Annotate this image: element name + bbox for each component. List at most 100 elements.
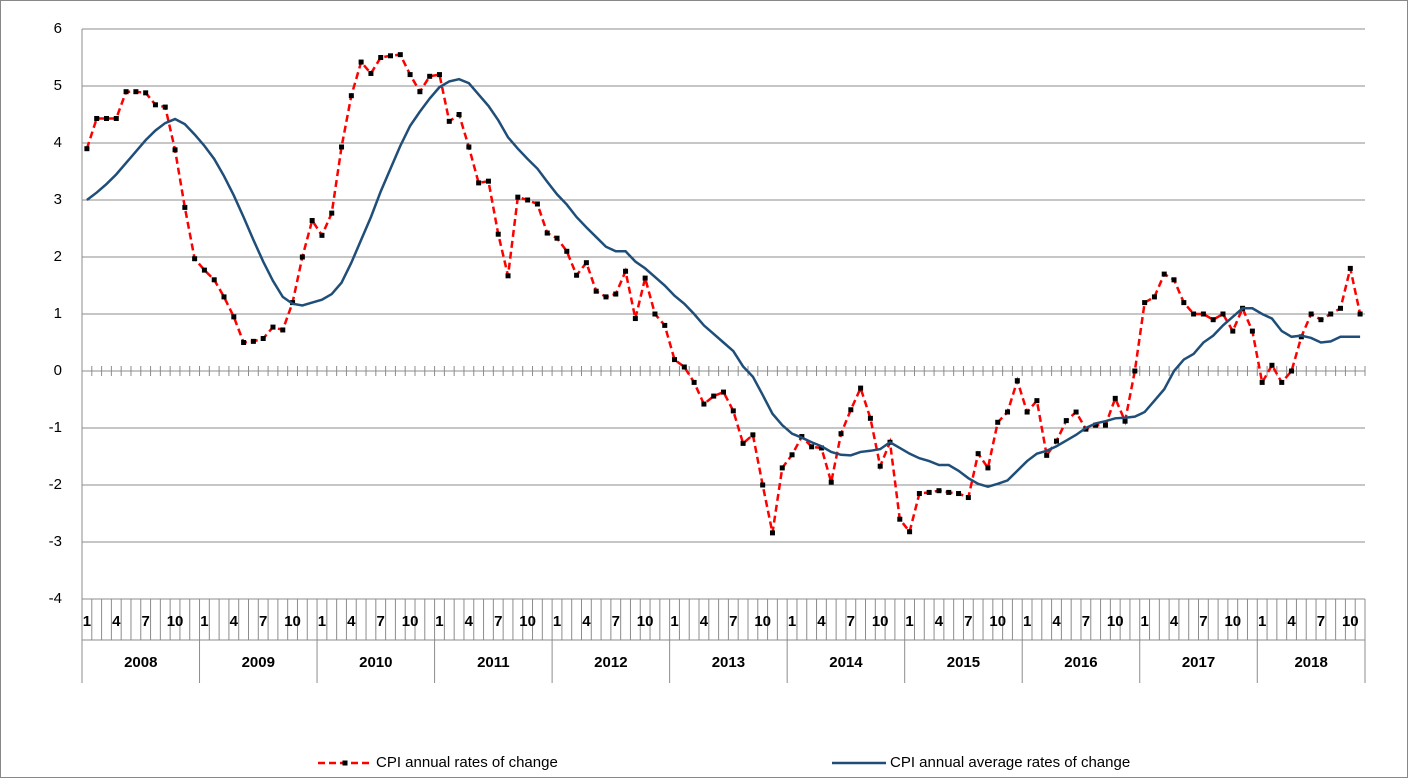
data-point [201, 267, 207, 273]
year-label: 2014 [829, 654, 863, 671]
data-point [662, 322, 668, 328]
x-tick-label: 4 [230, 613, 239, 630]
x-tick-label: 1 [1140, 613, 1148, 630]
year-label: 2011 [477, 654, 510, 671]
data-point [1328, 311, 1334, 317]
x-tick-label: 1 [200, 613, 208, 630]
y-tick-label: 3 [54, 191, 62, 208]
x-tick-label: 1 [670, 613, 678, 630]
x-tick-label: 10 [1224, 613, 1241, 630]
data-point [593, 288, 599, 294]
data-point [1024, 409, 1030, 415]
x-tick-label: 4 [1052, 613, 1061, 630]
x-tick-label: 4 [347, 613, 356, 630]
year-label: 2012 [594, 654, 627, 671]
data-point [1034, 398, 1040, 404]
data-point [84, 146, 90, 152]
data-point [681, 364, 687, 370]
data-point [848, 407, 854, 413]
y-tick-label: 2 [54, 248, 62, 265]
data-point [241, 340, 247, 345]
data-point [838, 431, 844, 437]
data-point [818, 445, 824, 451]
x-tick-label: 1 [1023, 613, 1031, 630]
data-point [877, 463, 883, 469]
data-point [1112, 395, 1118, 401]
series-line [85, 53, 1362, 535]
data-point [476, 180, 482, 186]
data-point [534, 201, 540, 207]
data-point [858, 385, 864, 391]
data-point [1142, 300, 1148, 306]
x-tick-label: 1 [435, 613, 443, 630]
x-tick-label: 4 [465, 613, 474, 630]
data-point [1338, 305, 1344, 311]
data-point [152, 102, 158, 108]
data-point [946, 489, 952, 495]
data-point [133, 89, 139, 95]
data-point [1269, 362, 1275, 368]
data-point [103, 115, 109, 121]
x-tick-label: 4 [1287, 613, 1296, 630]
data-point [192, 256, 198, 262]
x-tick-label: 4 [817, 613, 826, 630]
data-point [1132, 368, 1138, 374]
y-tick-label: -4 [49, 590, 62, 607]
data-point [926, 489, 932, 495]
data-point [965, 495, 971, 501]
data-point [672, 357, 678, 363]
data-point [760, 482, 766, 488]
data-point [1249, 328, 1255, 334]
data-point [123, 89, 129, 95]
data-point [916, 491, 922, 497]
x-tick-label: 7 [377, 613, 385, 630]
data-point [1230, 328, 1236, 334]
year-label: 2013 [712, 654, 745, 671]
data-point [564, 248, 570, 254]
data-point [995, 419, 1001, 425]
data-point [779, 465, 785, 471]
data-point [1151, 294, 1157, 300]
y-tick-label: -3 [49, 533, 62, 550]
data-point [583, 260, 589, 266]
data-point [319, 232, 325, 238]
year-label: 2008 [124, 654, 157, 671]
data-point [1005, 409, 1011, 415]
x-tick-label: 7 [1199, 613, 1207, 630]
data-point [309, 218, 315, 224]
data-point [750, 432, 756, 438]
x-tick-label: 10 [872, 613, 889, 630]
x-tick-label: 1 [788, 613, 796, 630]
data-point [1093, 422, 1099, 428]
data-point [1171, 277, 1177, 283]
data-point [211, 277, 217, 283]
x-tick-label: 7 [1317, 613, 1325, 630]
x-tick-label: 10 [167, 613, 184, 630]
x-tick-label: 1 [1258, 613, 1266, 630]
data-point [172, 147, 178, 153]
data-point [652, 311, 658, 317]
data-point [1289, 368, 1295, 374]
data-point [466, 144, 472, 150]
data-point [1073, 409, 1079, 415]
data-point [1220, 311, 1226, 317]
x-tick-label: 7 [1082, 613, 1090, 630]
year-label: 2018 [1294, 654, 1327, 671]
y-tick-label: 1 [54, 305, 62, 322]
x-tick-label: 7 [259, 613, 267, 630]
data-point [1357, 311, 1363, 317]
x-tick-label: 10 [754, 613, 771, 630]
x-tick-label: 7 [494, 613, 502, 630]
data-point [407, 72, 413, 78]
data-point [867, 415, 873, 421]
data-point [339, 144, 345, 150]
data-point [427, 73, 433, 79]
x-tick-label: 10 [402, 613, 419, 630]
legend-label: CPI annual rates of change [376, 754, 558, 771]
data-point [162, 104, 168, 110]
x-tick-label: 10 [519, 613, 536, 630]
data-point [1308, 311, 1314, 317]
data-point [94, 115, 100, 121]
